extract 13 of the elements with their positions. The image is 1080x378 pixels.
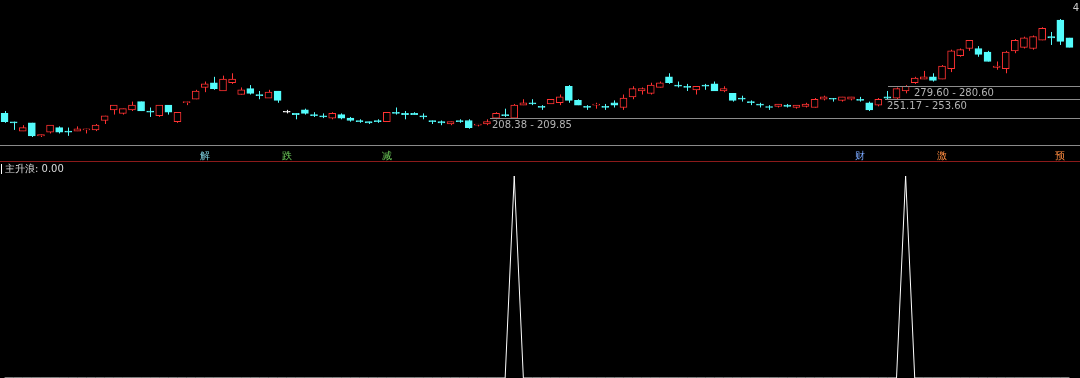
candlestick [1001,50,1010,74]
annotation: 251.17 - 253.60 [887,99,967,111]
x-tick-label: 激 [937,149,948,161]
annotation: 279.60 - 280.60 [914,86,994,98]
chart-title: 主升浪: 0.00 [5,163,64,175]
text: 4 [1072,1,1079,13]
x-tick-label: 财 [855,149,866,161]
x-tick-label: 减 [381,149,392,161]
candlestick [947,49,955,73]
x-tick-label: 解 [199,149,210,161]
x-tick-label: 预 [1055,149,1066,161]
annotation: 208.38 - 209.85 [492,118,572,130]
x-tick-label: 跌 [281,149,292,161]
